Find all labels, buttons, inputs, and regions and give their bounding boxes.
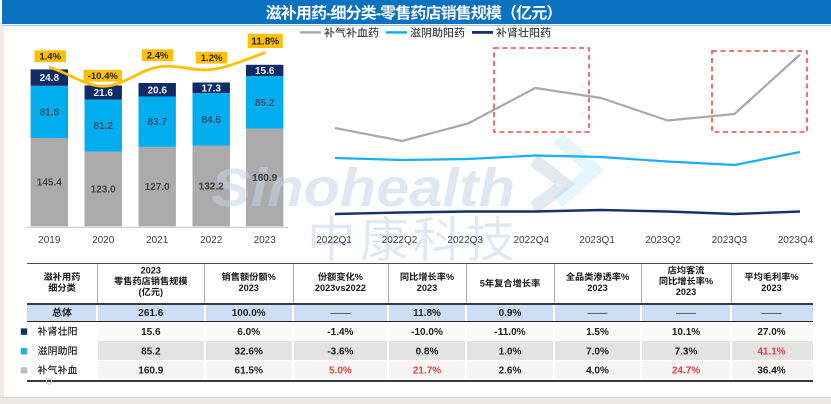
- svg-text:32.6%: 32.6%: [235, 346, 263, 357]
- svg-text:41.1%: 41.1%: [757, 346, 785, 357]
- svg-text:1.4%: 1.4%: [39, 52, 61, 63]
- svg-text:2023Q3: 2023Q3: [712, 235, 748, 246]
- svg-text:127.0: 127.0: [145, 182, 170, 193]
- svg-text:-11.0%: -11.0%: [494, 327, 525, 338]
- svg-text:5.0%: 5.0%: [329, 366, 352, 377]
- svg-text:11.8%: 11.8%: [251, 36, 279, 47]
- svg-text:160.9: 160.9: [138, 366, 163, 377]
- svg-text:10.1%: 10.1%: [672, 327, 700, 338]
- svg-text:——: ——: [676, 308, 696, 319]
- svg-text:4.0%: 4.0%: [586, 366, 609, 377]
- svg-text:——: ——: [588, 308, 608, 319]
- svg-text:100.0%: 100.0%: [232, 308, 266, 319]
- svg-text:2023: 2023: [587, 283, 607, 293]
- svg-text:1.2%: 1.2%: [201, 53, 223, 64]
- svg-text:145.4: 145.4: [37, 178, 62, 189]
- svg-text:132.2: 132.2: [199, 181, 224, 192]
- svg-text:24.8: 24.8: [40, 73, 60, 84]
- svg-text:0.8%: 0.8%: [416, 346, 439, 357]
- svg-text:6.0%: 6.0%: [237, 327, 260, 338]
- svg-text:2023: 2023: [417, 283, 437, 293]
- svg-text:2023Q1: 2023Q1: [579, 235, 615, 246]
- svg-text:2023: 2023: [761, 283, 781, 293]
- svg-text:11.8%: 11.8%: [413, 308, 441, 319]
- svg-text:2023: 2023: [141, 266, 161, 276]
- svg-text:261.6: 261.6: [138, 308, 163, 319]
- svg-text:24.7%: 24.7%: [672, 366, 700, 377]
- svg-text:2023Q4: 2023Q4: [778, 235, 814, 246]
- svg-text:-1.4%: -1.4%: [327, 327, 353, 338]
- svg-text:2022Q1: 2022Q1: [316, 235, 352, 246]
- svg-text:7.0%: 7.0%: [586, 346, 609, 357]
- svg-text:2019: 2019: [38, 235, 61, 246]
- svg-text:160.9: 160.9: [252, 173, 277, 184]
- svg-text:17.3: 17.3: [201, 83, 221, 94]
- svg-text:2022Q2: 2022Q2: [382, 235, 418, 246]
- svg-text:20.6: 20.6: [147, 85, 167, 96]
- svg-text:-10.4%: -10.4%: [88, 71, 119, 82]
- svg-text:0.9%: 0.9%: [499, 308, 522, 319]
- svg-text:2022: 2022: [200, 235, 223, 246]
- svg-text:81.2: 81.2: [93, 121, 113, 132]
- svg-text:132.2: 132.2: [199, 181, 224, 192]
- svg-text:85.2: 85.2: [255, 98, 275, 109]
- svg-text:2020: 2020: [92, 235, 115, 246]
- svg-text:21.7%: 21.7%: [413, 366, 441, 377]
- svg-text:1.0%: 1.0%: [499, 346, 522, 357]
- svg-text:-3.6%: -3.6%: [327, 346, 353, 357]
- svg-text:160.9: 160.9: [252, 173, 277, 184]
- svg-text:27.0%: 27.0%: [757, 327, 785, 338]
- svg-text:2023: 2023: [254, 235, 277, 246]
- svg-text:2.4%: 2.4%: [147, 51, 169, 62]
- svg-text:7.3%: 7.3%: [675, 346, 698, 357]
- svg-text:2023Q2: 2023Q2: [645, 235, 681, 246]
- svg-text:2023: 2023: [238, 283, 258, 293]
- svg-text:61.5%: 61.5%: [235, 366, 263, 377]
- svg-text:15.6: 15.6: [255, 66, 275, 77]
- svg-text:1.5%: 1.5%: [586, 327, 609, 338]
- svg-text:2023: 2023: [676, 287, 696, 297]
- svg-text:2022Q3: 2022Q3: [447, 235, 483, 246]
- svg-text:2021: 2021: [146, 235, 169, 246]
- svg-text:81.8: 81.8: [40, 107, 60, 118]
- svg-text:——: ——: [330, 308, 350, 319]
- svg-text:-10.0%: -10.0%: [411, 327, 443, 338]
- svg-text:84.5: 84.5: [201, 115, 221, 126]
- svg-text:21.6: 21.6: [93, 88, 113, 99]
- svg-text:2023vs2022: 2023vs2022: [315, 283, 366, 293]
- svg-text:2.6%: 2.6%: [499, 366, 522, 377]
- svg-text:2022Q4: 2022Q4: [514, 235, 550, 246]
- svg-text:85.2: 85.2: [141, 346, 161, 357]
- svg-text:——: ——: [762, 308, 782, 319]
- svg-text:15.6: 15.6: [141, 327, 161, 338]
- svg-text:123.0: 123.0: [91, 184, 116, 195]
- svg-text:83.7: 83.7: [147, 117, 167, 128]
- svg-text:36.4%: 36.4%: [757, 366, 785, 377]
- svg-text:Sinohealth: Sinohealth: [211, 158, 515, 218]
